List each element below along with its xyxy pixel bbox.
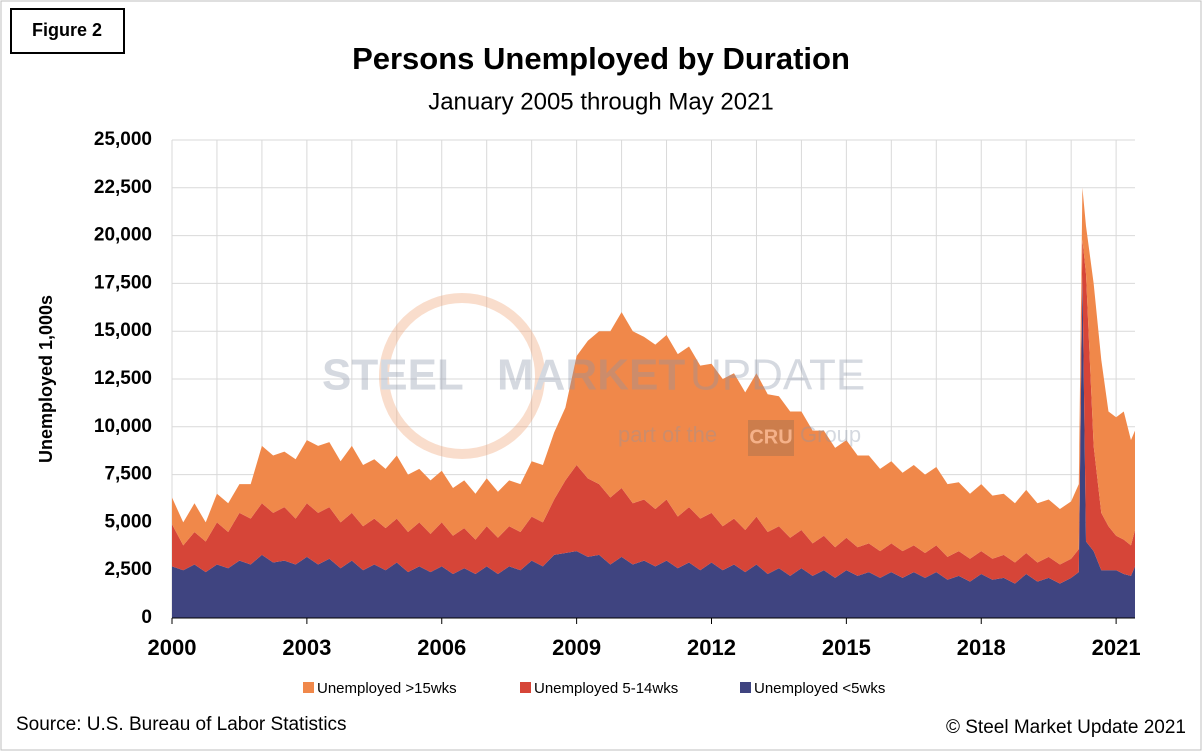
legend-label: Unemployed 5-14wks bbox=[534, 680, 678, 697]
watermark-ring bbox=[379, 293, 545, 459]
y-tick-label: 0 bbox=[141, 607, 152, 628]
x-tick-label: 2021 bbox=[1092, 635, 1141, 660]
legend-label: Unemployed >15wks bbox=[317, 680, 457, 697]
y-tick-label: 2,500 bbox=[104, 559, 152, 580]
areas bbox=[172, 187, 1135, 618]
legend: Unemployed >15wks Unemployed 5-14wks Unemp… bbox=[303, 680, 885, 697]
y-tick-label: 7,500 bbox=[104, 464, 152, 485]
area bbox=[172, 239, 1135, 584]
y-tick-label: 22,500 bbox=[94, 177, 152, 198]
legend-swatch bbox=[740, 682, 751, 693]
x-tick-label: 2003 bbox=[282, 635, 331, 660]
axes: 0 2,500 5,000 7,500 10,000 12,500 15,000 17,500… bbox=[94, 129, 1141, 660]
x-tick-label: 2015 bbox=[822, 635, 871, 660]
copyright: © Steel Market Update 2021 bbox=[946, 717, 1186, 738]
watermark-text: UPDATE bbox=[690, 351, 865, 400]
watermark-text: CRU bbox=[749, 426, 792, 448]
legend-label: Unemployed <5wks bbox=[754, 680, 885, 697]
x-tick-label: 2006 bbox=[417, 635, 466, 660]
figure-box bbox=[10, 8, 125, 54]
figure-label: Figure 2 bbox=[32, 20, 102, 40]
y-tick-label: 15,000 bbox=[94, 320, 152, 341]
area bbox=[172, 187, 1135, 565]
watermark-box bbox=[748, 420, 794, 456]
chart-subtitle: January 2005 through May 2021 bbox=[428, 88, 774, 115]
area bbox=[172, 273, 1135, 618]
legend-swatch bbox=[520, 682, 531, 693]
y-tick-label: 12,500 bbox=[94, 368, 152, 389]
x-tick-label: 2018 bbox=[957, 635, 1006, 660]
watermark-text: STEEL bbox=[322, 351, 464, 400]
y-tick-label: 17,500 bbox=[94, 272, 152, 293]
y-tick-label: 20,000 bbox=[94, 225, 152, 246]
y-tick-label: 25,000 bbox=[94, 129, 152, 150]
chart-title: Persons Unemployed by Duration bbox=[352, 41, 850, 76]
watermark: STEEL MARKET UPDATE part of the CRU Grou… bbox=[322, 293, 865, 459]
y-tick-label: 5,000 bbox=[104, 511, 152, 532]
x-tick-label: 2009 bbox=[552, 635, 601, 660]
watermark-text: Group bbox=[800, 422, 861, 447]
watermark-text: part of the bbox=[618, 422, 717, 447]
source: Source: U.S. Bureau of Labor Statistics bbox=[16, 714, 347, 735]
y-axis-label: Unemployed 1,000s bbox=[36, 295, 56, 463]
legend-swatch bbox=[303, 682, 314, 693]
y-tick-label: 10,000 bbox=[94, 416, 152, 437]
x-tick-label: 2012 bbox=[687, 635, 736, 660]
x-tick-label: 2000 bbox=[148, 635, 197, 660]
watermark-text: MARKET bbox=[497, 351, 685, 400]
